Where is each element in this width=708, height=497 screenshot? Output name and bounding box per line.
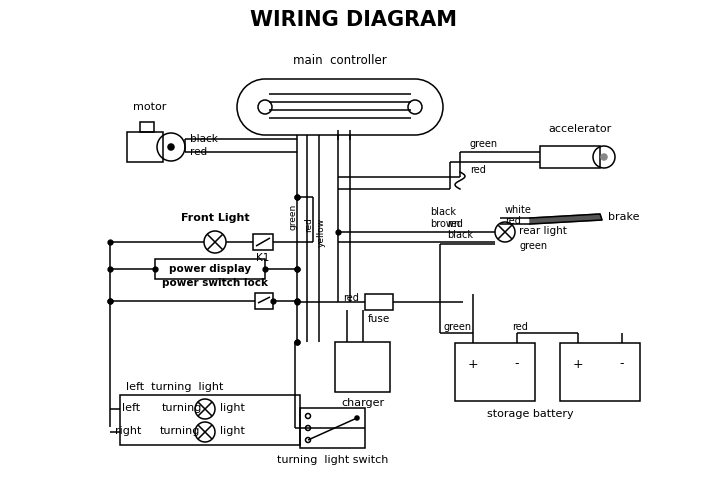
Text: light: light	[220, 426, 245, 436]
Text: main  controller: main controller	[293, 55, 387, 68]
Text: green: green	[288, 204, 297, 230]
Text: accelerator: accelerator	[549, 124, 612, 134]
Text: red: red	[505, 216, 521, 226]
Text: -: -	[620, 357, 624, 370]
Text: brown: brown	[430, 219, 460, 229]
Text: yellow: yellow	[316, 218, 326, 247]
Text: rear light: rear light	[519, 226, 567, 236]
Text: light: light	[220, 403, 245, 413]
Text: green: green	[444, 322, 472, 332]
Text: WIRING DIAGRAM: WIRING DIAGRAM	[251, 10, 457, 30]
Bar	[140, 122, 154, 132]
Text: white: white	[505, 205, 532, 215]
Text: power display: power display	[169, 264, 251, 274]
Text: brake: brake	[608, 212, 639, 222]
Circle shape	[168, 144, 174, 150]
Circle shape	[355, 416, 359, 420]
Text: red: red	[447, 219, 463, 229]
Text: storage battery: storage battery	[486, 409, 573, 419]
Text: turning  light switch: turning light switch	[277, 455, 388, 465]
Text: left: left	[122, 403, 140, 413]
Bar	[300, 408, 365, 448]
Bar	[127, 132, 163, 162]
Text: charger: charger	[341, 398, 384, 408]
Circle shape	[601, 154, 607, 160]
Text: red: red	[304, 218, 314, 233]
Bar	[120, 395, 300, 445]
Text: fuse: fuse	[368, 314, 390, 324]
Text: red: red	[470, 165, 486, 175]
Text: turning: turning	[162, 403, 202, 413]
Text: turning: turning	[160, 426, 200, 436]
Bar	[155, 259, 265, 279]
Text: motor: motor	[133, 102, 166, 112]
Text: left  turning  light: left turning light	[126, 382, 224, 392]
Text: black: black	[447, 230, 473, 240]
Text: black: black	[430, 207, 456, 217]
Bar	[455, 343, 535, 401]
Bar	[540, 146, 600, 168]
Bar	[255, 293, 273, 309]
Text: right: right	[115, 426, 142, 436]
Circle shape	[305, 425, 311, 430]
Circle shape	[305, 437, 311, 442]
Text: +: +	[573, 357, 583, 370]
Polygon shape	[530, 214, 602, 224]
Circle shape	[305, 414, 311, 418]
Text: -: -	[515, 357, 519, 370]
Text: green: green	[470, 139, 498, 149]
Text: red: red	[343, 293, 359, 303]
Text: +: +	[468, 357, 479, 370]
Bar	[365, 294, 393, 310]
Text: Front Light: Front Light	[181, 213, 249, 223]
Bar	[335, 342, 390, 392]
Text: power switch lock: power switch lock	[162, 278, 268, 288]
Text: K1: K1	[256, 253, 270, 263]
Text: red: red	[190, 147, 207, 157]
Text: green: green	[519, 241, 547, 251]
Text: black: black	[190, 134, 218, 144]
Bar	[560, 343, 640, 401]
Bar	[253, 234, 273, 250]
Text: red: red	[512, 322, 528, 332]
